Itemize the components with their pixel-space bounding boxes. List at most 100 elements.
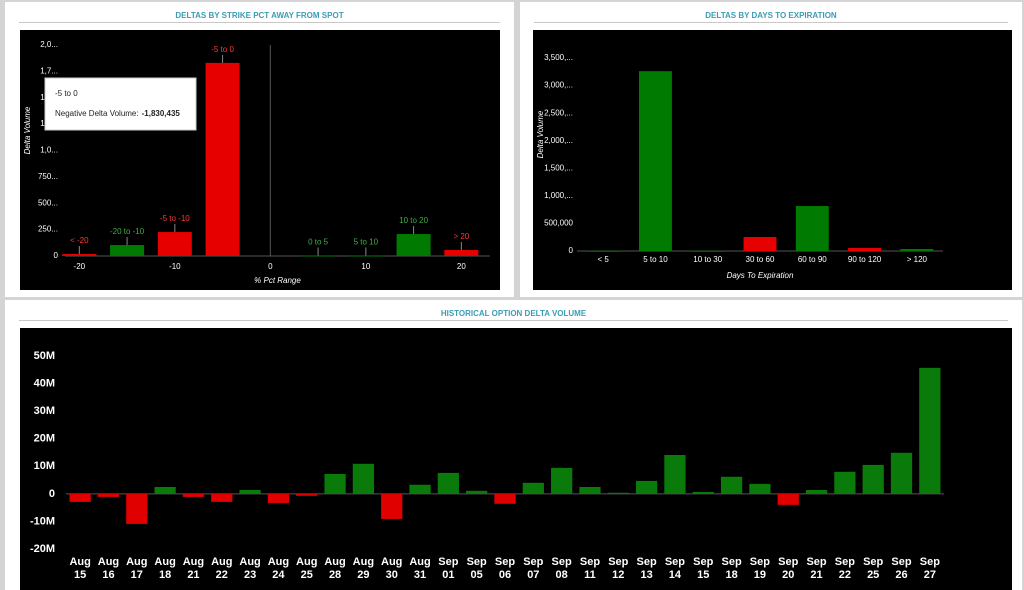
x-tick-label: Sep 08: [551, 556, 572, 581]
x-tick-label: Aug 23: [239, 556, 261, 581]
data-label: -5 to -10: [160, 214, 190, 223]
bar: [586, 250, 620, 252]
data-label: > 20: [453, 232, 469, 241]
bar: [900, 249, 934, 251]
bar: [494, 493, 516, 504]
x-tick-label: Sep 13: [636, 556, 657, 581]
x-tick-label: Aug 22: [211, 556, 233, 581]
bar: [324, 474, 346, 494]
bar: [267, 493, 290, 503]
x-axis-title: Days To Expiration: [727, 271, 794, 280]
x-tick-label: 60 to 90: [798, 255, 827, 264]
x-tick-label: Aug 28: [324, 556, 346, 581]
bar: [551, 467, 573, 494]
x-tick-label: 5 to 10: [643, 255, 668, 264]
x-tick-label: 90 to 120: [848, 255, 882, 264]
bar: [301, 255, 336, 257]
bar: [638, 71, 672, 251]
bar: [182, 493, 205, 497]
bar: [296, 493, 318, 496]
y-tick-label: -10M: [30, 515, 55, 527]
bar: [157, 232, 192, 256]
bar: [239, 489, 261, 494]
bar: [919, 367, 941, 494]
bar: [205, 62, 240, 257]
x-tick-label: Aug 15: [69, 556, 91, 581]
x-tick-label: 0: [268, 262, 273, 271]
tooltip-title: -5 to 0: [55, 89, 78, 98]
bar: [69, 493, 91, 502]
bar: [607, 492, 629, 494]
y-tick-label: 1,0...: [40, 146, 58, 155]
panel-title: DELTAS BY STRIKE PCT AWAY FROM SPOT: [175, 11, 344, 20]
y-tick-label: 250...: [38, 225, 58, 234]
x-tick-label: Aug 21: [182, 556, 205, 581]
bar: [579, 486, 601, 494]
x-tick-label: 30 to 60: [746, 255, 775, 264]
bar: [848, 248, 882, 251]
x-tick-label: -10: [169, 262, 181, 271]
y-tick-label: 1,7...: [40, 66, 58, 75]
x-tick-label: Aug 18: [154, 556, 176, 581]
x-tick-label: Sep 07: [523, 556, 544, 581]
chart-strike: 0250...500...750...1,0...1,2...1,5...1,7…: [20, 30, 500, 290]
x-tick-label: 10: [361, 262, 370, 271]
y-tick-label: 2,000,...: [544, 136, 573, 145]
y-tick-label: 1,000,...: [544, 191, 573, 200]
title-rule: [19, 22, 500, 23]
chart-history: -20M -10M 0 10M 20M 30M 40M 50M: [20, 328, 1012, 590]
y-tick-label: -20M: [30, 543, 55, 555]
panel-title: HISTORICAL OPTION DELTA VOLUME: [440, 309, 587, 318]
bar: [352, 463, 375, 494]
bar: [890, 452, 913, 494]
data-label: -20 to -10: [110, 227, 145, 236]
x-tick-label: Aug 31: [409, 556, 431, 581]
y-tick-label: 2,0...: [40, 40, 58, 49]
x-tick-label: < 5: [597, 255, 609, 264]
x-tick-label: Sep 22: [834, 556, 855, 581]
bar: [62, 253, 97, 256]
y-tick-label: 0: [49, 488, 55, 500]
y-tick-label: 40M: [34, 377, 55, 389]
bar: [749, 483, 771, 494]
y-axis-title: Delta Volume: [23, 106, 32, 154]
x-tick-label: 10 to 30: [693, 255, 722, 264]
data-label: < -20: [70, 236, 89, 245]
x-axis-title: % Pct Range: [254, 276, 301, 285]
x-tick-label: -20: [74, 262, 86, 271]
tooltip-value: -1,830,435: [142, 109, 181, 118]
chart-expiration: 0 500,000 1,000,... 1,500,... 2,000,... 2,500…: [533, 30, 1012, 290]
bar: [444, 249, 479, 256]
y-tick-label: 20M: [34, 433, 55, 445]
x-tick-label: Sep 14: [664, 556, 686, 581]
y-tick-label: 3,000,...: [544, 81, 573, 90]
x-tick-label: Aug 17: [126, 556, 148, 581]
x-tick-label: Sep 26: [891, 556, 912, 581]
x-tick-label: Aug 30: [381, 556, 403, 581]
x-tick-label: Aug 25: [296, 556, 318, 581]
x-tick-label: Sep 05: [466, 556, 487, 581]
data-label: 10 to 20: [399, 216, 428, 225]
x-tick-label: Sep 06: [494, 556, 516, 581]
bar: [211, 493, 233, 502]
bar: [692, 491, 714, 494]
tooltip: -5 to 0 Negative Delta Volume: -1,830,435: [44, 77, 197, 131]
bar: [862, 464, 884, 494]
x-tick-label: Sep 12: [608, 556, 629, 581]
y-axis-title: Delta Volume: [536, 110, 545, 158]
bar: [805, 489, 828, 494]
x-tick-label: Sep 21: [806, 556, 827, 581]
data-label: 5 to 10: [354, 238, 379, 247]
x-tick-label: Sep 18: [721, 556, 742, 581]
bar: [664, 454, 686, 494]
y-tick-label: 750...: [38, 172, 58, 181]
bar: [154, 486, 176, 494]
bar: [381, 493, 403, 519]
bar: [834, 471, 856, 494]
data-label: 0 to 5: [308, 238, 329, 247]
x-tick-label: 20: [457, 262, 466, 271]
bar: [466, 490, 488, 494]
x-tick-label: Sep 11: [579, 556, 601, 581]
bar: [97, 493, 120, 497]
